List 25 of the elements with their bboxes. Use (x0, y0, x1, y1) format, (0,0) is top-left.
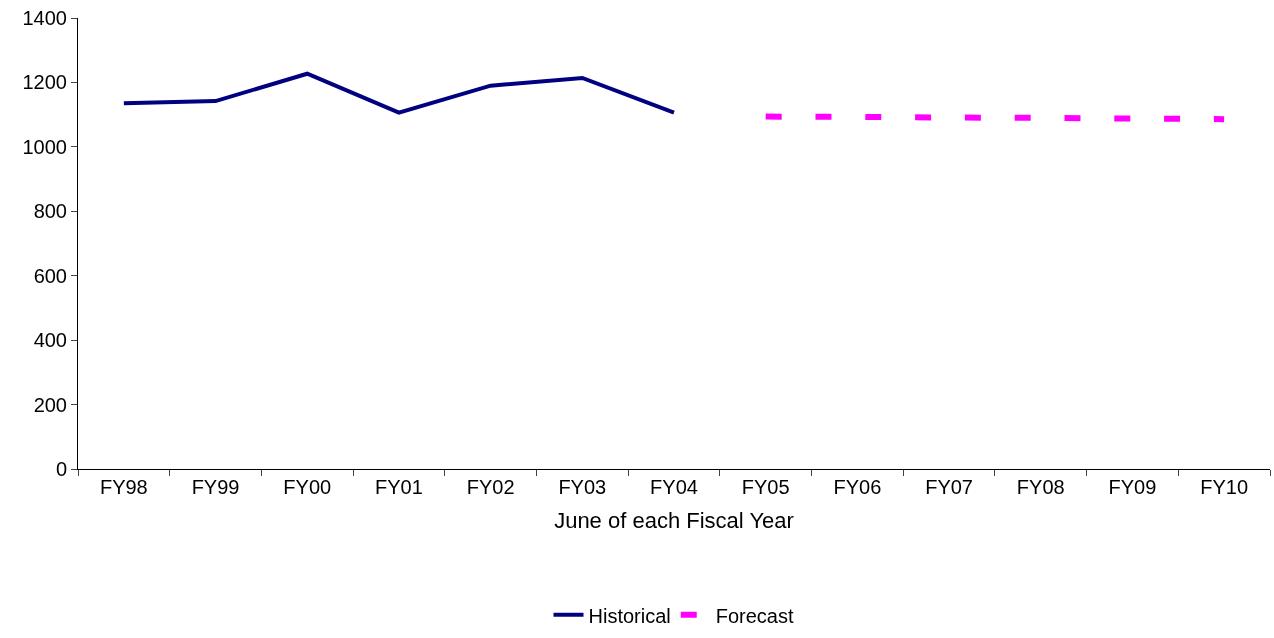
x-tick-label: FY10 (1200, 476, 1249, 498)
x-tick-label: FY02 (466, 476, 515, 498)
y-tick-label: 1000 (22, 135, 67, 158)
x-tick-label: FY98 (99, 476, 148, 498)
y-tick-label: 1400 (22, 7, 67, 29)
x-tick-label: FY06 (833, 476, 882, 498)
y-tick-label: 600 (33, 264, 67, 287)
x-tick-label: FY07 (925, 476, 973, 498)
x-tick-label: FY99 (191, 476, 240, 498)
y-tick-label: 400 (33, 329, 67, 352)
x-tick-label: FY09 (1108, 476, 1157, 498)
x-tick-label: FY01 (375, 476, 423, 498)
legend-label: Historical (588, 604, 671, 627)
x-axis-title: June of each Fiscal Year (554, 507, 794, 533)
y-tick-label: 0 (55, 458, 67, 480)
y-tick-label: 1200 (22, 71, 67, 94)
x-tick-label: FY00 (283, 476, 332, 498)
y-tick-label: 800 (33, 200, 67, 223)
legend-label: Forecast (715, 604, 794, 627)
y-tick-label: 200 (33, 393, 67, 416)
x-tick-label: FY05 (741, 476, 790, 498)
x-tick-label: FY03 (558, 476, 607, 498)
x-tick-label: FY04 (650, 476, 698, 498)
x-tick-label: FY08 (1016, 476, 1065, 498)
line-series (121, 71, 676, 115)
